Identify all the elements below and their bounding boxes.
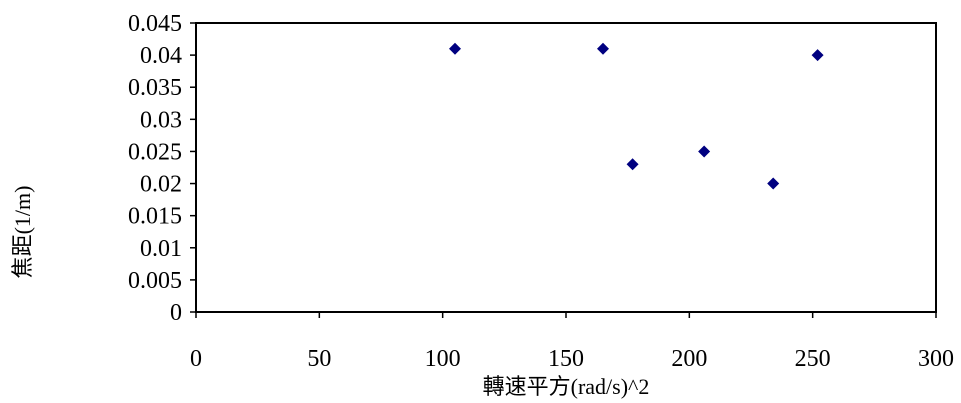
x-tick-label: 250 (795, 346, 831, 372)
data-point (449, 42, 461, 55)
y-tick-label: 0.03 (140, 107, 182, 133)
x-tick-label: 100 (425, 346, 461, 372)
y-tick-label: 0.04 (140, 43, 182, 69)
data-point (767, 177, 780, 190)
y-tick-label: 0.045 (128, 11, 182, 37)
data-point (811, 49, 824, 62)
y-tick-label: 0.025 (128, 139, 182, 165)
data-point (698, 145, 711, 158)
y-axis-title: 焦距(1/m) (10, 186, 35, 279)
y-tick-label: 0.005 (128, 268, 182, 294)
y-tick-label: 0.035 (128, 75, 182, 101)
data-point (626, 158, 639, 171)
y-tick-label: 0 (170, 300, 182, 326)
x-tick-label: 200 (671, 346, 707, 372)
x-tick-label: 50 (307, 346, 331, 372)
y-tick-label: 0.015 (128, 204, 182, 230)
y-tick-label: 0.01 (140, 236, 182, 262)
x-tick-label: 0 (190, 346, 202, 372)
x-tick-label: 300 (918, 346, 954, 372)
plot-area (195, 22, 937, 313)
data-point (597, 42, 609, 55)
x-tick-label: 150 (548, 346, 584, 372)
y-tick-label: 0.02 (140, 172, 182, 198)
y-axis-ticks: 0 0.005 0.01 0.015 0.02 0.025 0.03 0.035 0.04 0.0… (128, 11, 196, 326)
data-points (449, 42, 824, 190)
x-axis-ticks: 0 50 100 150 200 250 300 (190, 312, 954, 372)
x-axis-title: 轉速平方(rad/s)^2 (483, 374, 650, 399)
